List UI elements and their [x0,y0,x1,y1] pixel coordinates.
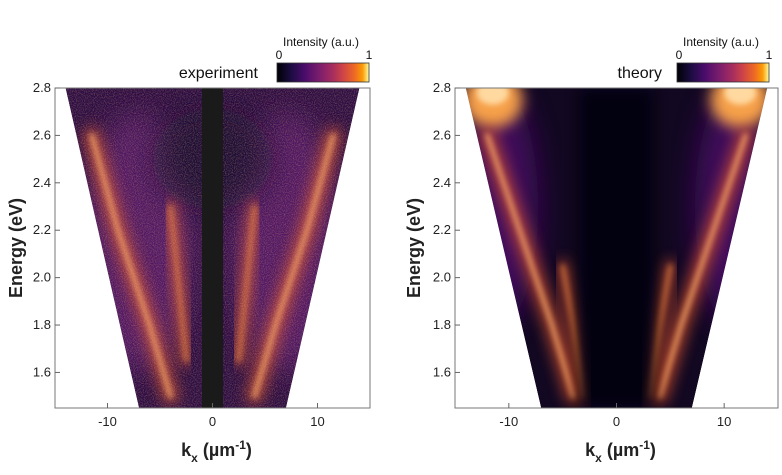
y-tick-label: 1.6 [433,364,451,379]
x-axis-unit: (µm [198,440,235,460]
x-axis-unit-close: ) [246,440,252,460]
y-tick-label: 2.8 [33,80,51,95]
colorbar-max-label: 1 [366,48,373,62]
heatmap-region [65,88,360,408]
y-tick-label: 2.4 [433,175,451,190]
y-tick-label: 2.2 [33,222,51,237]
band-line [657,133,748,399]
panel-title: theory [618,65,662,82]
colorbar [276,62,370,83]
x-tick-label: -10 [499,414,518,429]
x-axis-unit-exponent: -1 [639,438,650,452]
y-tick-label: 2.0 [33,270,51,285]
x-tick-label: 10 [717,414,731,429]
masked-center-strip [202,88,223,408]
y-tick-label: 2.0 [433,270,451,285]
y-axis-label: Energy (eV) [6,198,26,298]
y-tick-label: 1.8 [33,317,51,332]
x-tick-label: 0 [613,414,620,429]
colorbar-min-label: 0 [276,48,283,62]
x-axis-label: kx (µm-1) [585,438,656,465]
colorbar-max-label: 1 [766,48,773,62]
y-tick-label: 2.2 [433,222,451,237]
x-axis-symbol: k [585,440,596,460]
x-tick-label: -10 [98,414,117,429]
x-axis-subscript: x [191,451,198,465]
y-tick-label: 2.6 [33,127,51,142]
band-line [485,133,576,399]
panel-title: experiment [179,65,259,82]
x-axis-unit-close: ) [650,440,656,460]
y-tick-label: 1.8 [433,317,451,332]
x-axis-symbol: k [181,440,192,460]
colorbar-title: Intensity (a.u.) [683,35,759,49]
bright-core [724,88,757,105]
x-tick-label: 10 [310,414,324,429]
x-axis-unit-exponent: -1 [235,438,246,452]
panel-experiment: -10 0 101.61.82.02.22.42.62.8kx (µm-1)Ener… [6,35,373,465]
panel-theory: -10 0 101.61.82.02.22.42.62.8kx (µm-1)Ener… [404,35,779,465]
x-axis-unit: (µm [602,440,639,460]
x-axis-label: kx (µm-1) [181,438,252,465]
y-tick-label: 1.6 [33,364,51,379]
heatmap-region [465,88,768,408]
dark-center [578,88,655,408]
colorbar-min-label: 0 [676,48,683,62]
x-axis-subscript: x [595,451,602,465]
y-tick-label: 2.8 [433,80,451,95]
bright-core [476,88,509,105]
y-axis-label: Energy (eV) [404,198,424,298]
colorbar [676,62,770,83]
colorbar-title: Intensity (a.u.) [283,35,359,49]
x-tick-label: 0 [209,414,216,429]
y-tick-label: 2.6 [433,127,451,142]
y-tick-label: 2.4 [33,175,51,190]
